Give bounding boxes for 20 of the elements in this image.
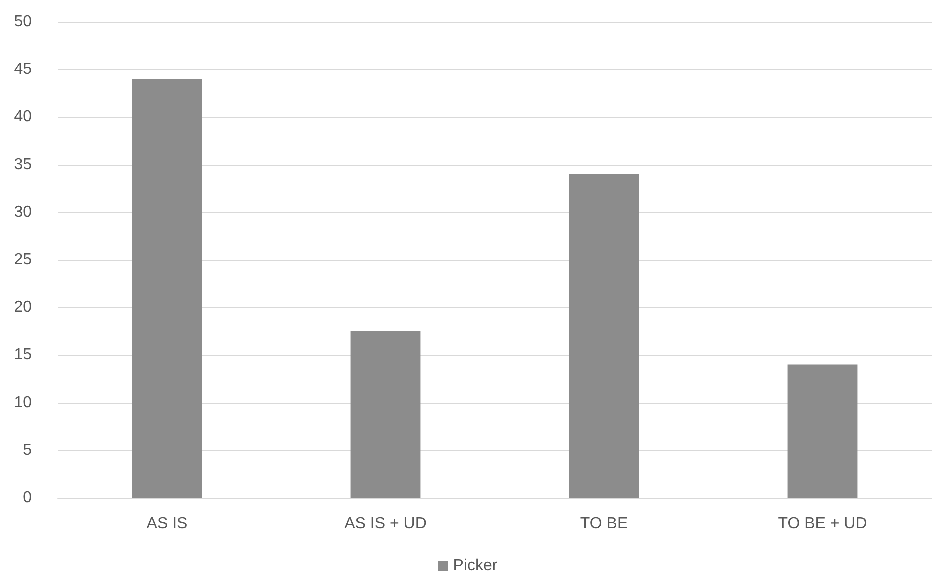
x-tick-label: TO BE (580, 516, 628, 532)
y-tick-label: 25 (14, 252, 32, 268)
y-tick-label: 15 (14, 346, 32, 364)
y-tick-label: 50 (14, 14, 32, 30)
x-tick-label: AS IS + UD (344, 516, 427, 532)
legend-label: Picker (453, 558, 498, 574)
y-tick-label: 35 (14, 156, 32, 174)
y-tick-label: 20 (14, 299, 32, 316)
x-tick-label: TO BE + UD (778, 516, 868, 532)
y-tick-label: 45 (14, 61, 32, 78)
x-tick-label: AS IS (146, 516, 188, 532)
y-tick-label: 40 (14, 108, 32, 126)
bar (569, 174, 640, 498)
y-tick-label: 10 (14, 394, 32, 412)
y-tick-label: 0 (23, 490, 32, 506)
bar (350, 331, 421, 498)
bar (132, 79, 202, 498)
y-tick-label: 30 (14, 204, 32, 221)
bar (788, 364, 858, 498)
y-tick-label: 5 (23, 442, 32, 459)
